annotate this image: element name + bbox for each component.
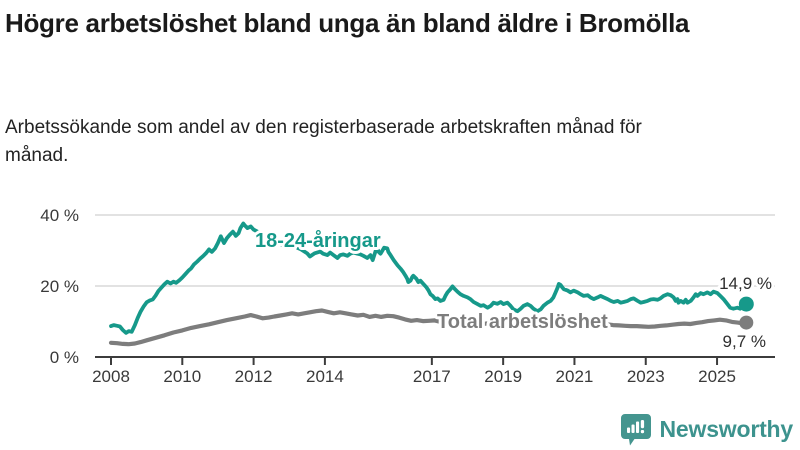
series-line-youth bbox=[109, 221, 749, 335]
newsworthy-icon bbox=[620, 413, 651, 445]
x-axis-label: 2014 bbox=[306, 367, 344, 386]
x-axis-label: 2021 bbox=[556, 367, 594, 386]
x-axis-label: 2012 bbox=[235, 367, 273, 386]
y-axis-label: 20 % bbox=[40, 277, 79, 296]
newsworthy-logo: Newsworthy bbox=[620, 411, 793, 447]
series-label-youth: 18-24-åringar bbox=[255, 229, 381, 252]
x-axis-label: 2019 bbox=[484, 367, 522, 386]
chart-subtitle: Arbetssökande som andel av den registerb… bbox=[5, 117, 642, 166]
series-label-total: Total arbetslöshet bbox=[437, 311, 608, 333]
x-axis-label: 2025 bbox=[698, 367, 736, 386]
series-end-dot-total bbox=[739, 315, 754, 330]
end-value-total: 9,7 % bbox=[723, 332, 766, 351]
x-axis-label: 2010 bbox=[163, 367, 201, 386]
end-value-youth: 14,9 % bbox=[719, 274, 772, 293]
y-axis-label: 40 % bbox=[40, 206, 79, 225]
x-axis-label: 2017 bbox=[413, 367, 451, 386]
series-line-total bbox=[108, 308, 749, 347]
series-end-dot-youth bbox=[738, 296, 754, 312]
x-axis-label: 2023 bbox=[627, 367, 665, 386]
page-title: Högre arbetslöshet bland unga än bland ä… bbox=[5, 8, 690, 38]
x-axis-label: 2008 bbox=[92, 367, 130, 386]
brand-name: Newsworthy bbox=[659, 415, 794, 442]
y-axis-label: 0 % bbox=[50, 348, 79, 367]
